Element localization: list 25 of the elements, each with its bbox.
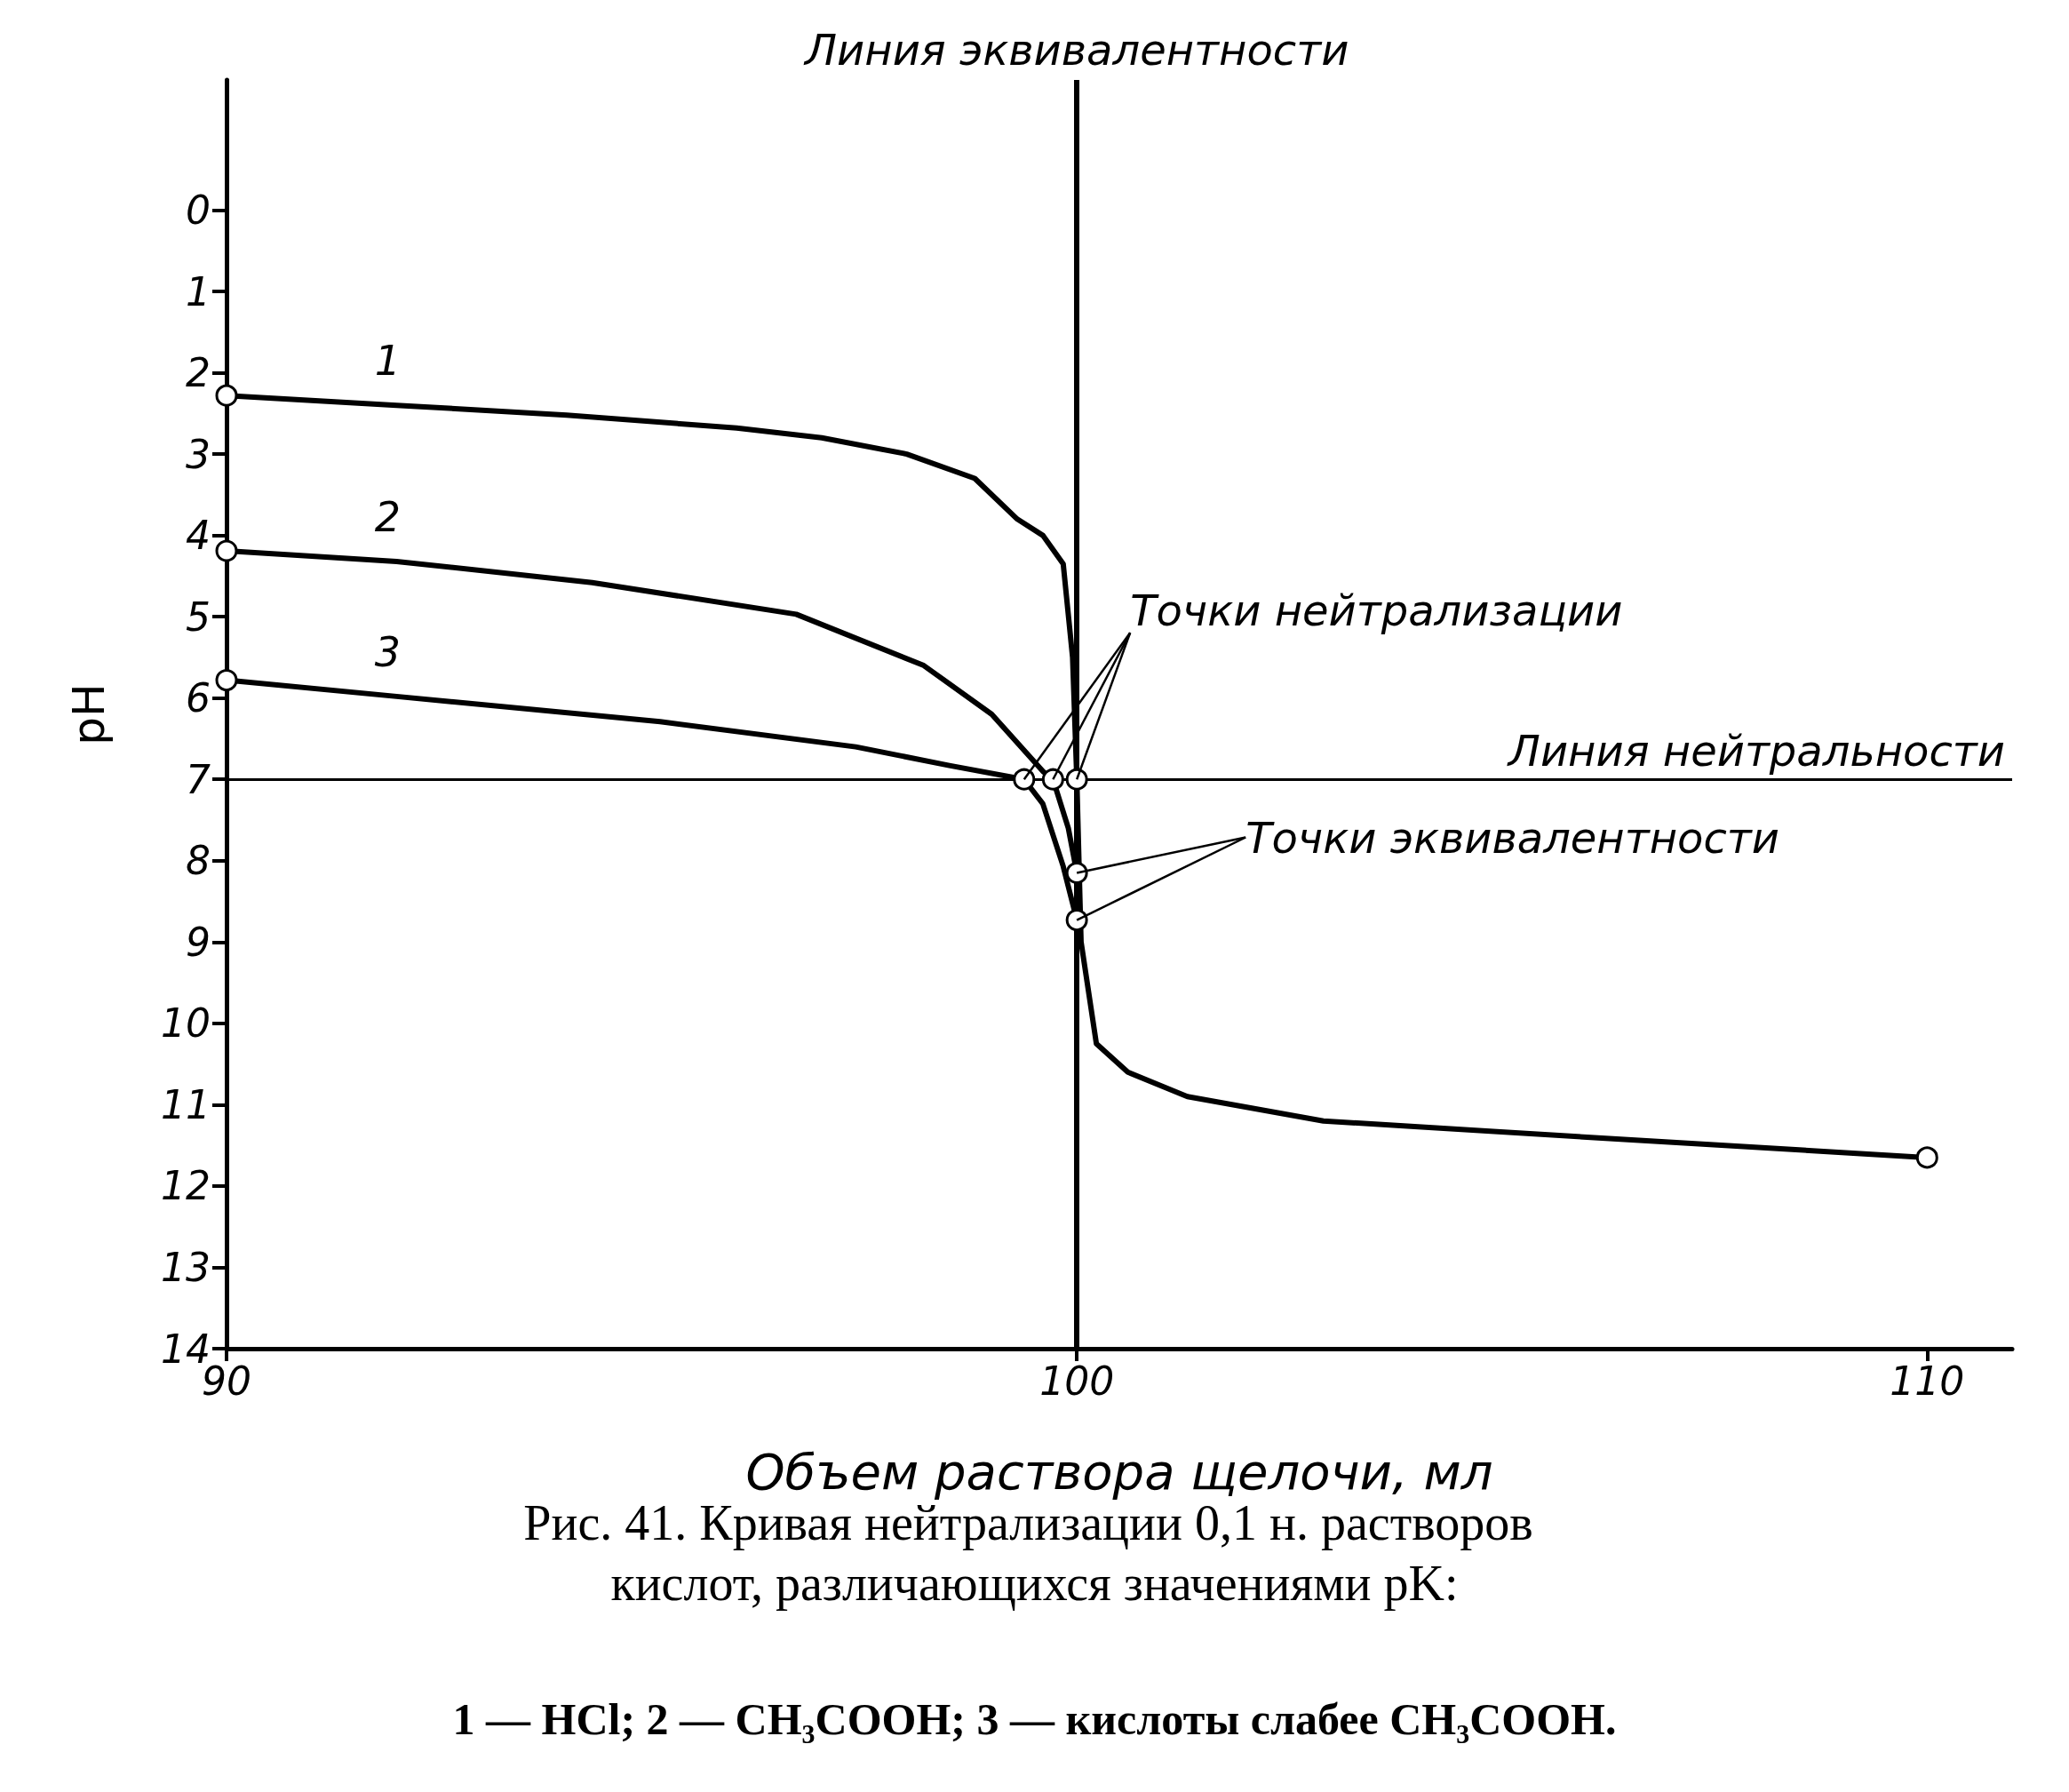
y-tick-label: 1 bbox=[186, 268, 211, 315]
y-tick-label: 3 bbox=[186, 431, 211, 477]
y-tick-label: 7 bbox=[186, 756, 211, 802]
text: 1 — HCl; 2 — CH₃COOH; 3 — кислоты слабее CH₃COOH. bbox=[452, 1694, 1617, 1744]
y-tick-label: 10 bbox=[161, 1000, 211, 1047]
y-tick-label: 11 bbox=[161, 1081, 211, 1127]
annotation: Точки нейтрализации bbox=[1130, 585, 1623, 636]
y-tick-label: 9 bbox=[186, 919, 211, 965]
y-tick-label: 0 bbox=[186, 187, 211, 233]
y-tick-label: 6 bbox=[186, 675, 211, 721]
ref-line-label: Линия эквивалентности bbox=[802, 25, 1349, 75]
y-axis-title: pH bbox=[63, 683, 115, 745]
series-label: 1 bbox=[374, 337, 402, 386]
y-tick-label: 2 bbox=[186, 350, 211, 396]
y-tick-label: 12 bbox=[161, 1163, 211, 1209]
y-tick-label: 13 bbox=[161, 1244, 211, 1290]
y-tick-label: 8 bbox=[186, 838, 211, 884]
x-tick-label: 110 bbox=[1890, 1358, 1965, 1404]
x-tick-label: 100 bbox=[1039, 1358, 1115, 1404]
series-label: 2 bbox=[374, 492, 402, 541]
y-tick-label: 4 bbox=[186, 513, 211, 559]
annotation: Точки эквивалентности bbox=[1245, 812, 1780, 863]
series-label: 3 bbox=[374, 627, 402, 676]
ref-line-label: Линия нейтральности bbox=[1506, 726, 2005, 777]
y-tick-label: 5 bbox=[186, 593, 211, 640]
